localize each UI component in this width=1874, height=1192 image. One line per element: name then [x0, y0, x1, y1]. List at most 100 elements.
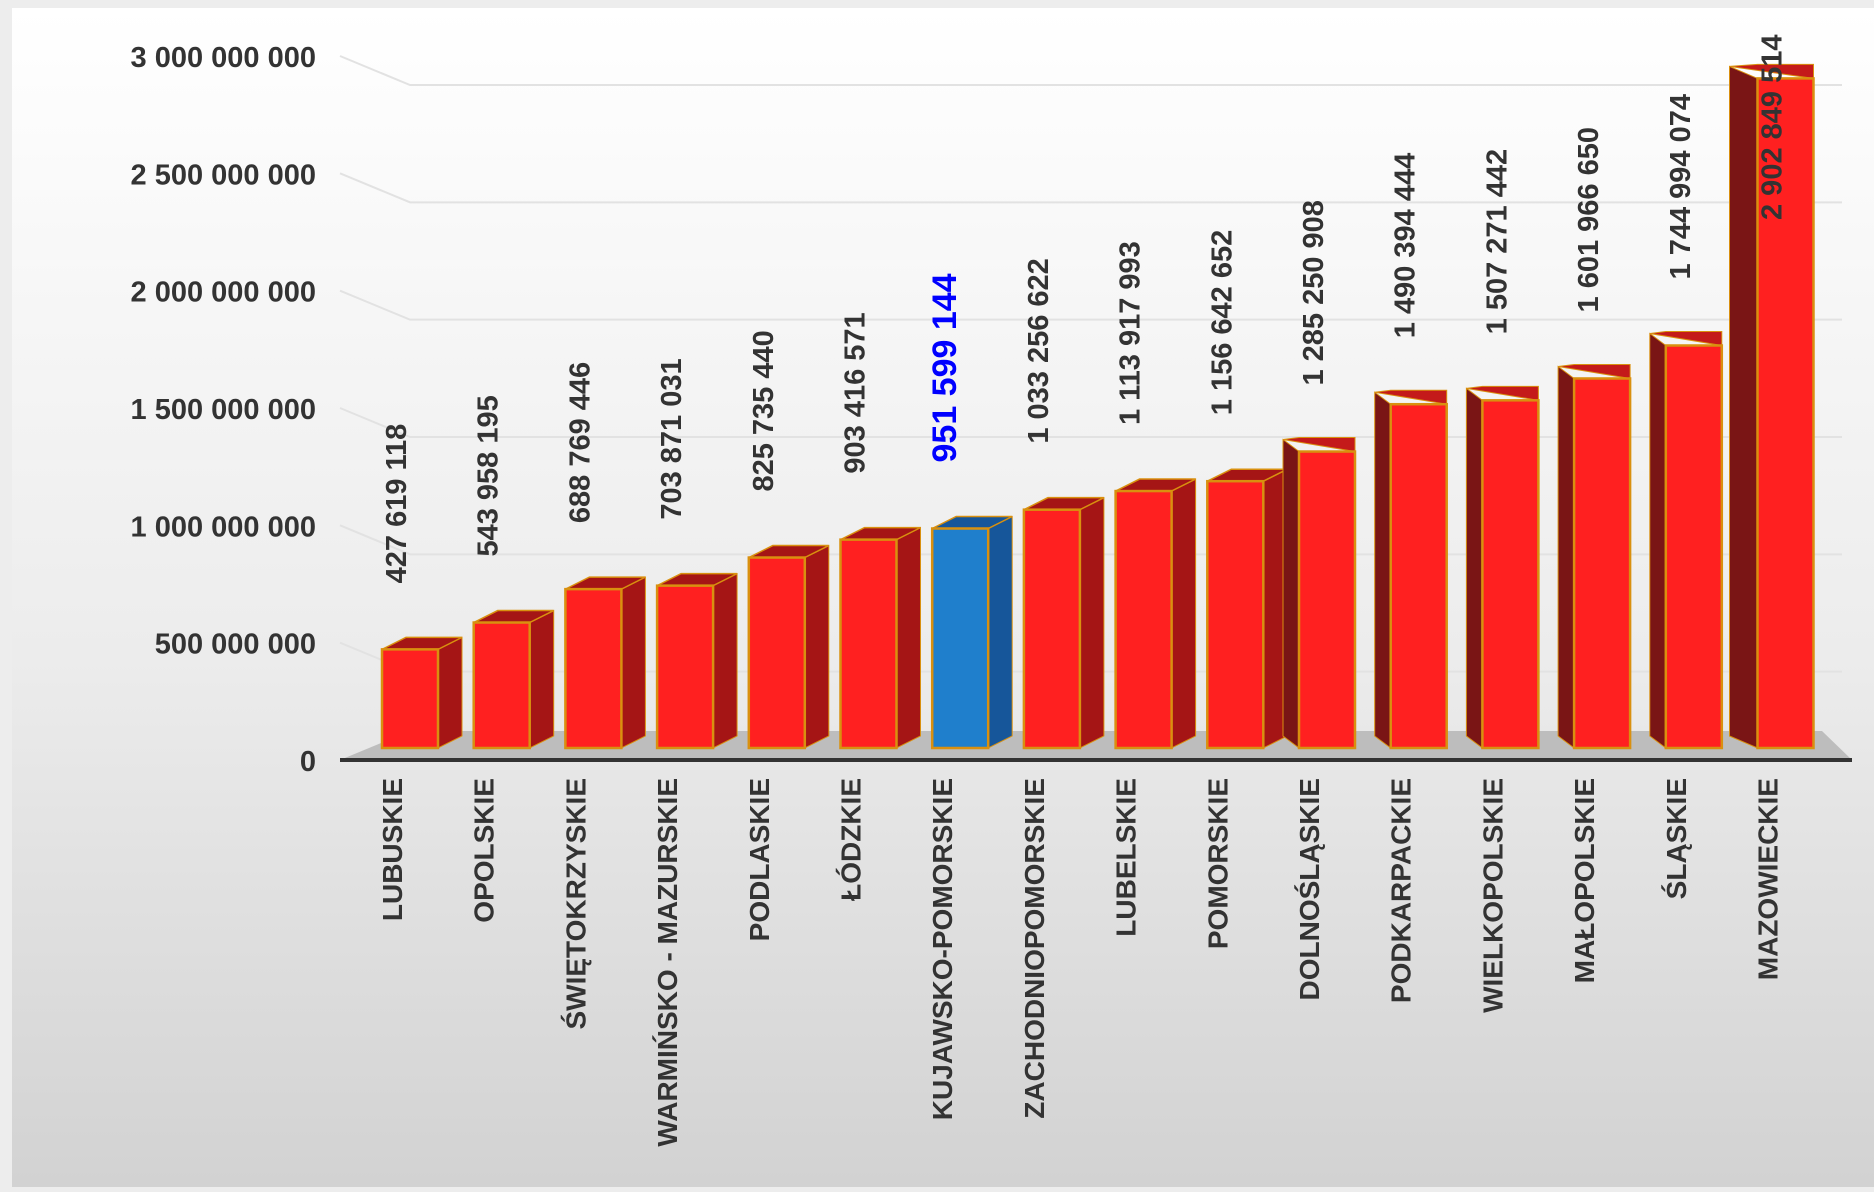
category-label: KUJAWSKO-POMORSKIE [927, 778, 958, 1120]
y-tick-label: 2 000 000 000 [131, 277, 316, 309]
y-tick-label: 2 500 000 000 [131, 159, 316, 191]
bar-side [712, 572, 738, 749]
value-label: 703 871 031 [656, 358, 688, 519]
bar-małopolskie [1557, 363, 1632, 750]
bar-front [930, 527, 990, 750]
bar-opolskie [472, 609, 555, 750]
gridline [339, 524, 1842, 556]
bar-front [1481, 399, 1540, 750]
bar-top [1558, 363, 1631, 380]
bar-side [987, 515, 1013, 749]
value-label: 951 599 144 [926, 273, 964, 462]
y-tick-label: 0 [300, 746, 316, 778]
bar-front [1114, 489, 1173, 750]
bar-front [655, 584, 715, 750]
category-label: ŚWIĘTOKRZYSKIE [560, 778, 591, 1030]
bar-side [1729, 65, 1758, 749]
y-tick-label: 1 500 000 000 [131, 394, 316, 426]
value-label: 903 416 571 [840, 312, 872, 473]
bar-warmińsko-mazurskie [655, 572, 738, 750]
category-label: WIELKOPOLSKIE [1477, 778, 1508, 1013]
bar-front [839, 538, 898, 750]
bar-side [1374, 391, 1392, 749]
bar-łódzkie [839, 526, 921, 750]
y-tick-label: 500 000 000 [155, 629, 316, 661]
bar-śląskie [1649, 330, 1724, 750]
y-axis-ticks: 0 500 000 000 1 000 000 000 1 500 000 000 2 … [131, 42, 316, 778]
category-label: PODKARPACKIE [1386, 778, 1417, 1003]
bar-side [529, 609, 555, 749]
bar-side [896, 526, 921, 749]
bar-front [1664, 344, 1724, 750]
bar-front [747, 556, 807, 750]
value-label: 1 113 917 993 [1115, 241, 1147, 425]
category-label: OPOLSKIE [469, 778, 500, 923]
y-tick-label: 3 000 000 000 [131, 42, 316, 74]
bar-side [1649, 332, 1667, 749]
bar-top [1466, 385, 1539, 401]
bar-top [1729, 63, 1814, 79]
bar-front [564, 587, 623, 750]
category-labels: LUBUSKIE OPOLSKIE ŚWIĘTOKRZYSKIE WARMIŃSKO … [377, 778, 1784, 1147]
bar-top [1374, 389, 1448, 405]
bar-świętokrzyskie [564, 576, 646, 750]
bar-podkarpackie [1374, 389, 1448, 750]
bar-front [1389, 402, 1448, 750]
bar-side [437, 636, 463, 749]
bar-side [620, 576, 646, 749]
category-label: ZACHODNIOPOMORSKIE [1019, 778, 1050, 1119]
bar-top [1282, 437, 1356, 453]
value-label: 543 958 195 [473, 395, 505, 556]
value-label: 1 156 642 652 [1206, 230, 1238, 415]
value-label: 1 033 256 622 [1023, 258, 1055, 443]
bar-front [380, 648, 440, 750]
bar-side [1079, 496, 1105, 749]
bar-wielkopolskie [1465, 385, 1540, 750]
category-label: MAŁOPOLSKIE [1569, 778, 1600, 983]
value-labels: 427 619 118 543 958 195 688 769 446 703 871… [381, 35, 1789, 584]
category-label: DOLNOŚLĄSKIE [1294, 778, 1325, 1000]
bar-kujawsko-pomorskie [930, 515, 1013, 750]
bars [380, 63, 1815, 750]
category-label: PODLASKIE [744, 778, 775, 941]
bar-side [1171, 478, 1197, 749]
bar-dolnośląskie [1282, 437, 1357, 750]
bar-lubuskie [380, 636, 463, 750]
category-label: LUBUSKIE [377, 778, 408, 921]
bar-side [1282, 438, 1300, 749]
value-label: 688 769 446 [564, 362, 596, 523]
category-label: POMORSKIE [1202, 778, 1233, 949]
category-label: LUBELSKIE [1111, 778, 1142, 937]
value-label: 1 490 394 444 [1390, 153, 1422, 338]
category-label: WARMIŃSKO - MAZURSKIE [652, 778, 683, 1147]
gridlines [339, 55, 1842, 673]
bar-side [1557, 365, 1575, 749]
y-tick-label: 1 000 000 000 [131, 511, 316, 543]
bar-front [472, 621, 531, 750]
value-label: 1 285 250 908 [1298, 200, 1330, 385]
bar-zachodniopomorskie [1022, 496, 1105, 750]
bar-front [1572, 377, 1632, 750]
value-label: 427 619 118 [381, 424, 413, 584]
bar-podlaskie [747, 544, 830, 750]
value-label: 1 601 966 650 [1573, 127, 1605, 312]
bar-mazowieckie [1729, 63, 1815, 750]
value-label: 2 902 849 514 [1757, 35, 1789, 220]
gridline [339, 289, 1842, 321]
value-label: 1 507 271 442 [1481, 149, 1513, 334]
bar-front [1022, 508, 1082, 750]
category-label: MAZOWIECKIE [1753, 778, 1784, 980]
bar-side [804, 544, 830, 749]
bar-lubelskie [1114, 478, 1197, 750]
bar-side [1465, 387, 1483, 749]
bar-front [1206, 479, 1265, 750]
gridline [339, 172, 1842, 204]
category-label: ŚLĄSKIE [1661, 778, 1692, 899]
category-label: ŁÓDZKIE [836, 778, 867, 901]
gridline [339, 407, 1842, 438]
bar-front [1297, 450, 1357, 750]
bar-pomorskie [1206, 468, 1288, 750]
value-label: 1 744 994 074 [1665, 94, 1697, 279]
